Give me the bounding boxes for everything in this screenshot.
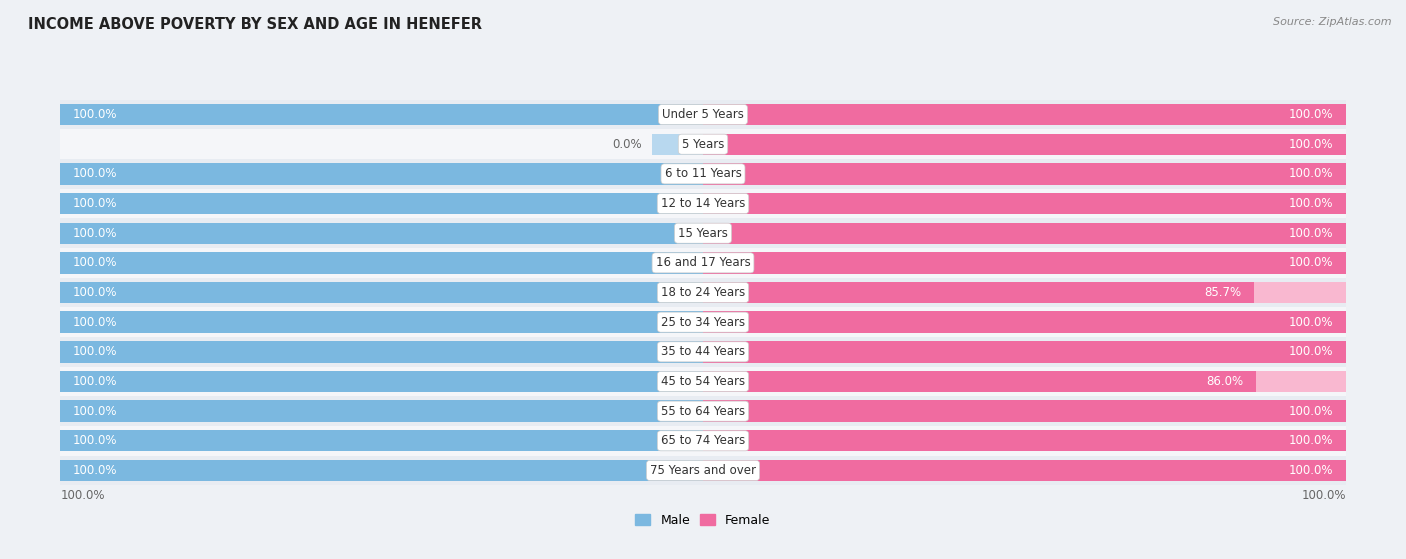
Text: 15 Years: 15 Years <box>678 227 728 240</box>
Bar <box>703 104 1346 125</box>
Bar <box>703 400 1346 422</box>
Bar <box>60 341 703 362</box>
Text: 100.0%: 100.0% <box>1288 316 1333 329</box>
Bar <box>60 282 703 303</box>
Text: 100.0%: 100.0% <box>73 464 118 477</box>
Bar <box>60 163 703 184</box>
Bar <box>703 311 1346 333</box>
Bar <box>60 367 1346 396</box>
Text: 100.0%: 100.0% <box>1288 257 1333 269</box>
Text: 85.7%: 85.7% <box>1204 286 1241 299</box>
Text: INCOME ABOVE POVERTY BY SEX AND AGE IN HENEFER: INCOME ABOVE POVERTY BY SEX AND AGE IN H… <box>28 17 482 32</box>
Bar <box>60 307 1346 337</box>
Bar <box>60 311 703 333</box>
Text: 100.0%: 100.0% <box>1288 197 1333 210</box>
Text: 65 to 74 Years: 65 to 74 Years <box>661 434 745 447</box>
Text: 100.0%: 100.0% <box>1288 405 1333 418</box>
Text: 100.0%: 100.0% <box>1288 345 1333 358</box>
Bar <box>60 193 703 214</box>
Bar <box>60 396 1346 426</box>
Bar <box>60 426 1346 456</box>
Bar <box>651 134 703 155</box>
Text: 25 to 34 Years: 25 to 34 Years <box>661 316 745 329</box>
Bar <box>703 134 1346 155</box>
Text: 100.0%: 100.0% <box>73 375 118 388</box>
Text: 100.0%: 100.0% <box>1288 138 1333 151</box>
Text: 35 to 44 Years: 35 to 44 Years <box>661 345 745 358</box>
Bar <box>60 278 1346 307</box>
Text: 0.0%: 0.0% <box>613 138 643 151</box>
Bar <box>60 248 1346 278</box>
Bar <box>703 341 1346 362</box>
Text: 86.0%: 86.0% <box>1206 375 1243 388</box>
Text: 6 to 11 Years: 6 to 11 Years <box>665 167 741 181</box>
Text: Source: ZipAtlas.com: Source: ZipAtlas.com <box>1274 17 1392 27</box>
Bar <box>60 430 703 452</box>
Text: 100.0%: 100.0% <box>73 108 118 121</box>
Text: 12 to 14 Years: 12 to 14 Years <box>661 197 745 210</box>
Bar <box>60 159 1346 189</box>
Bar <box>60 371 703 392</box>
Bar <box>703 282 1346 303</box>
Bar <box>60 456 1346 485</box>
Bar <box>703 163 1346 184</box>
Text: 100.0%: 100.0% <box>73 405 118 418</box>
Bar <box>60 252 703 273</box>
Text: 18 to 24 Years: 18 to 24 Years <box>661 286 745 299</box>
Text: 100.0%: 100.0% <box>73 434 118 447</box>
Text: 100.0%: 100.0% <box>73 197 118 210</box>
Text: 100.0%: 100.0% <box>1288 464 1333 477</box>
Legend: Male, Female: Male, Female <box>630 509 776 532</box>
Bar <box>703 193 1346 214</box>
Bar <box>60 337 1346 367</box>
Bar <box>60 219 1346 248</box>
Text: 100.0%: 100.0% <box>73 286 118 299</box>
Text: 100.0%: 100.0% <box>1288 227 1333 240</box>
Bar <box>703 222 1346 244</box>
Text: 75 Years and over: 75 Years and over <box>650 464 756 477</box>
Text: 100.0%: 100.0% <box>73 316 118 329</box>
Text: 100.0%: 100.0% <box>1288 167 1333 181</box>
Text: 100.0%: 100.0% <box>73 257 118 269</box>
Bar <box>60 129 1346 159</box>
Text: 100.0%: 100.0% <box>1301 489 1346 502</box>
Text: 100.0%: 100.0% <box>1288 108 1333 121</box>
Text: 100.0%: 100.0% <box>60 489 105 502</box>
Bar <box>703 282 1254 303</box>
Text: 45 to 54 Years: 45 to 54 Years <box>661 375 745 388</box>
Text: 100.0%: 100.0% <box>73 167 118 181</box>
Bar <box>703 460 1346 481</box>
Text: 55 to 64 Years: 55 to 64 Years <box>661 405 745 418</box>
Text: 100.0%: 100.0% <box>73 345 118 358</box>
Bar <box>60 400 703 422</box>
Text: 16 and 17 Years: 16 and 17 Years <box>655 257 751 269</box>
Bar <box>703 430 1346 452</box>
Text: 100.0%: 100.0% <box>73 227 118 240</box>
Bar <box>60 100 1346 129</box>
Bar <box>703 252 1346 273</box>
Bar <box>60 460 703 481</box>
Text: 5 Years: 5 Years <box>682 138 724 151</box>
Text: 100.0%: 100.0% <box>1288 434 1333 447</box>
Bar <box>60 222 703 244</box>
Bar <box>60 189 1346 219</box>
Bar <box>60 104 703 125</box>
Text: Under 5 Years: Under 5 Years <box>662 108 744 121</box>
Bar <box>703 371 1346 392</box>
Bar <box>703 371 1256 392</box>
